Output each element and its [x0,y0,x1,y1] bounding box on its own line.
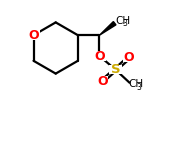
Text: O: O [97,75,108,88]
Polygon shape [100,22,116,35]
Text: CH: CH [129,79,144,89]
Bar [93,51,106,61]
Text: O: O [28,29,39,42]
Bar [109,65,122,74]
Bar [123,53,135,62]
Text: 3: 3 [123,19,128,28]
Bar [27,30,40,40]
Text: CH: CH [115,16,131,26]
Text: 3: 3 [136,83,141,92]
Text: O: O [124,51,134,64]
Text: O: O [94,50,105,62]
Bar [96,76,108,86]
Text: S: S [111,63,120,76]
